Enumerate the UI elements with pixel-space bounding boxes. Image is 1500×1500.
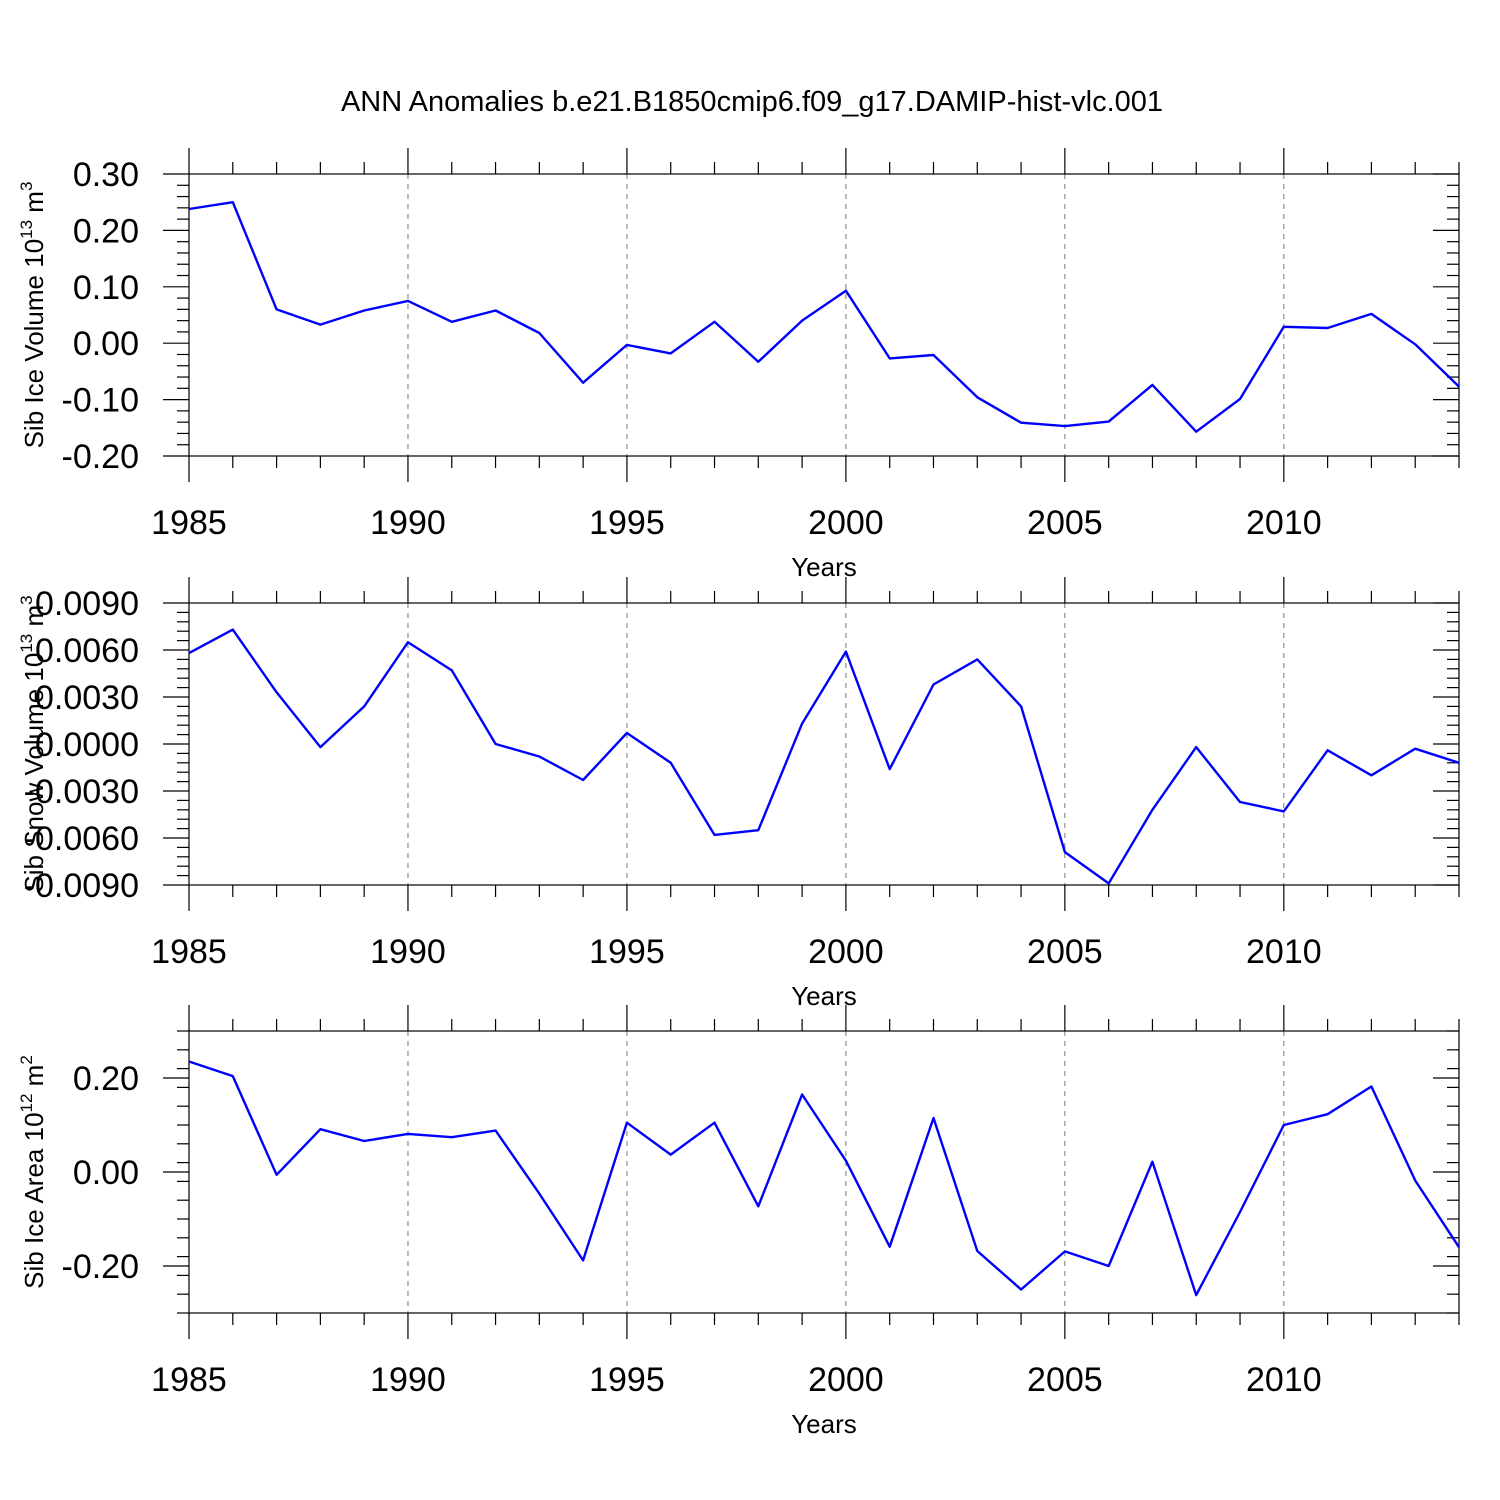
xtick-label: 2010 xyxy=(1246,933,1322,971)
y-axis-title-text: Sib Ice Volume 10 xyxy=(19,239,49,449)
xtick-label: 2005 xyxy=(1027,1361,1103,1399)
ytick-label: -0.0060 xyxy=(24,820,139,858)
xtick-label: 2010 xyxy=(1246,1361,1322,1399)
y-axis-title-unit-exponent: 2 xyxy=(17,1055,36,1064)
y-axis-title-text: Sib Snow Volume 10 xyxy=(19,653,49,893)
ytick-label: -0.0090 xyxy=(24,867,139,905)
x-axis-title: Years xyxy=(791,981,857,1011)
ytick-label: 0.00 xyxy=(73,325,139,363)
plot-frame xyxy=(188,173,1460,457)
xtick-label: 1990 xyxy=(370,1361,446,1399)
xtick-label: 1995 xyxy=(589,504,665,542)
ytick-label: 0.0000 xyxy=(35,726,139,764)
xtick-label: 1985 xyxy=(151,1361,227,1399)
ytick-label: 0.0060 xyxy=(35,632,139,670)
y-axis-title: Sib Ice Area 1012 m2 xyxy=(17,1055,49,1289)
ytick-label: 0.20 xyxy=(73,212,139,250)
ytick-label: -0.10 xyxy=(62,382,140,420)
y-axis-title-unit: m xyxy=(19,605,49,634)
y-axis-title-exponent: 13 xyxy=(17,220,36,239)
xtick-label: 1990 xyxy=(370,933,446,971)
panel-1: 0.30 0.20 0.10 0.00 -0.10 -0.20 1985 1990 1995 20… xyxy=(17,148,1460,582)
panel-3: 0.20 0.00 -0.20 1985 1990 1995 2000 2005 2010 Yea… xyxy=(17,1005,1461,1439)
y-axis-title-text: Sib Ice Area 10 xyxy=(19,1112,49,1288)
ytick-label: 0.30 xyxy=(73,156,139,194)
series-line xyxy=(188,200,1460,433)
series-line xyxy=(188,1060,1461,1297)
xtick-label: 2000 xyxy=(808,504,884,542)
y-axis-title-unit-exponent: 3 xyxy=(17,595,36,604)
xtick-label: 2000 xyxy=(808,933,884,971)
plot-frame xyxy=(188,602,1460,886)
y-axis-title-unit-exponent: 3 xyxy=(17,182,36,191)
y-axis-title-unit: m xyxy=(19,191,49,220)
xtick-label: 1995 xyxy=(589,1361,665,1399)
ytick-label: 0.0090 xyxy=(35,585,139,623)
xtick-label: 2005 xyxy=(1027,933,1103,971)
xtick-label: 1985 xyxy=(151,933,227,971)
xtick-label: 1990 xyxy=(370,504,446,542)
xtick-label: 2010 xyxy=(1246,504,1322,542)
y-axis-title-unit: m xyxy=(19,1065,49,1094)
y-axis-title: Sib Ice Volume 1013 m3 xyxy=(17,182,49,449)
y-axis-title-exponent: 13 xyxy=(17,634,36,653)
xtick-label: 1995 xyxy=(589,933,665,971)
xtick-label: 2005 xyxy=(1027,504,1103,542)
x-axis-title: Years xyxy=(791,1409,857,1439)
xtick-label: 2000 xyxy=(808,1361,884,1399)
panel-2: 0.0090 0.0060 0.0030 0.0000 -0.0030 -0.0060 -0… xyxy=(17,577,1460,1011)
xtick-label: 1985 xyxy=(151,504,227,542)
x-axis-title: Years xyxy=(791,552,857,582)
plot-frame xyxy=(188,1030,1460,1314)
y-axis-title: Sib Snow Volume 1013 m3 xyxy=(17,595,49,892)
ytick-label: -0.20 xyxy=(62,1248,140,1286)
ytick-label: 0.20 xyxy=(73,1060,139,1098)
series-line xyxy=(188,628,1460,885)
chart-title: ANN Anomalies b.e21.B1850cmip6.f09_g17.D… xyxy=(341,86,1163,118)
ytick-label: 0.10 xyxy=(73,269,139,307)
y-axis-title-exponent: 12 xyxy=(17,1094,36,1113)
ytick-label: -0.20 xyxy=(62,438,140,476)
ytick-label: 0.00 xyxy=(73,1154,139,1192)
ytick-label: -0.0030 xyxy=(24,773,139,811)
ytick-label: 0.0030 xyxy=(35,679,139,717)
